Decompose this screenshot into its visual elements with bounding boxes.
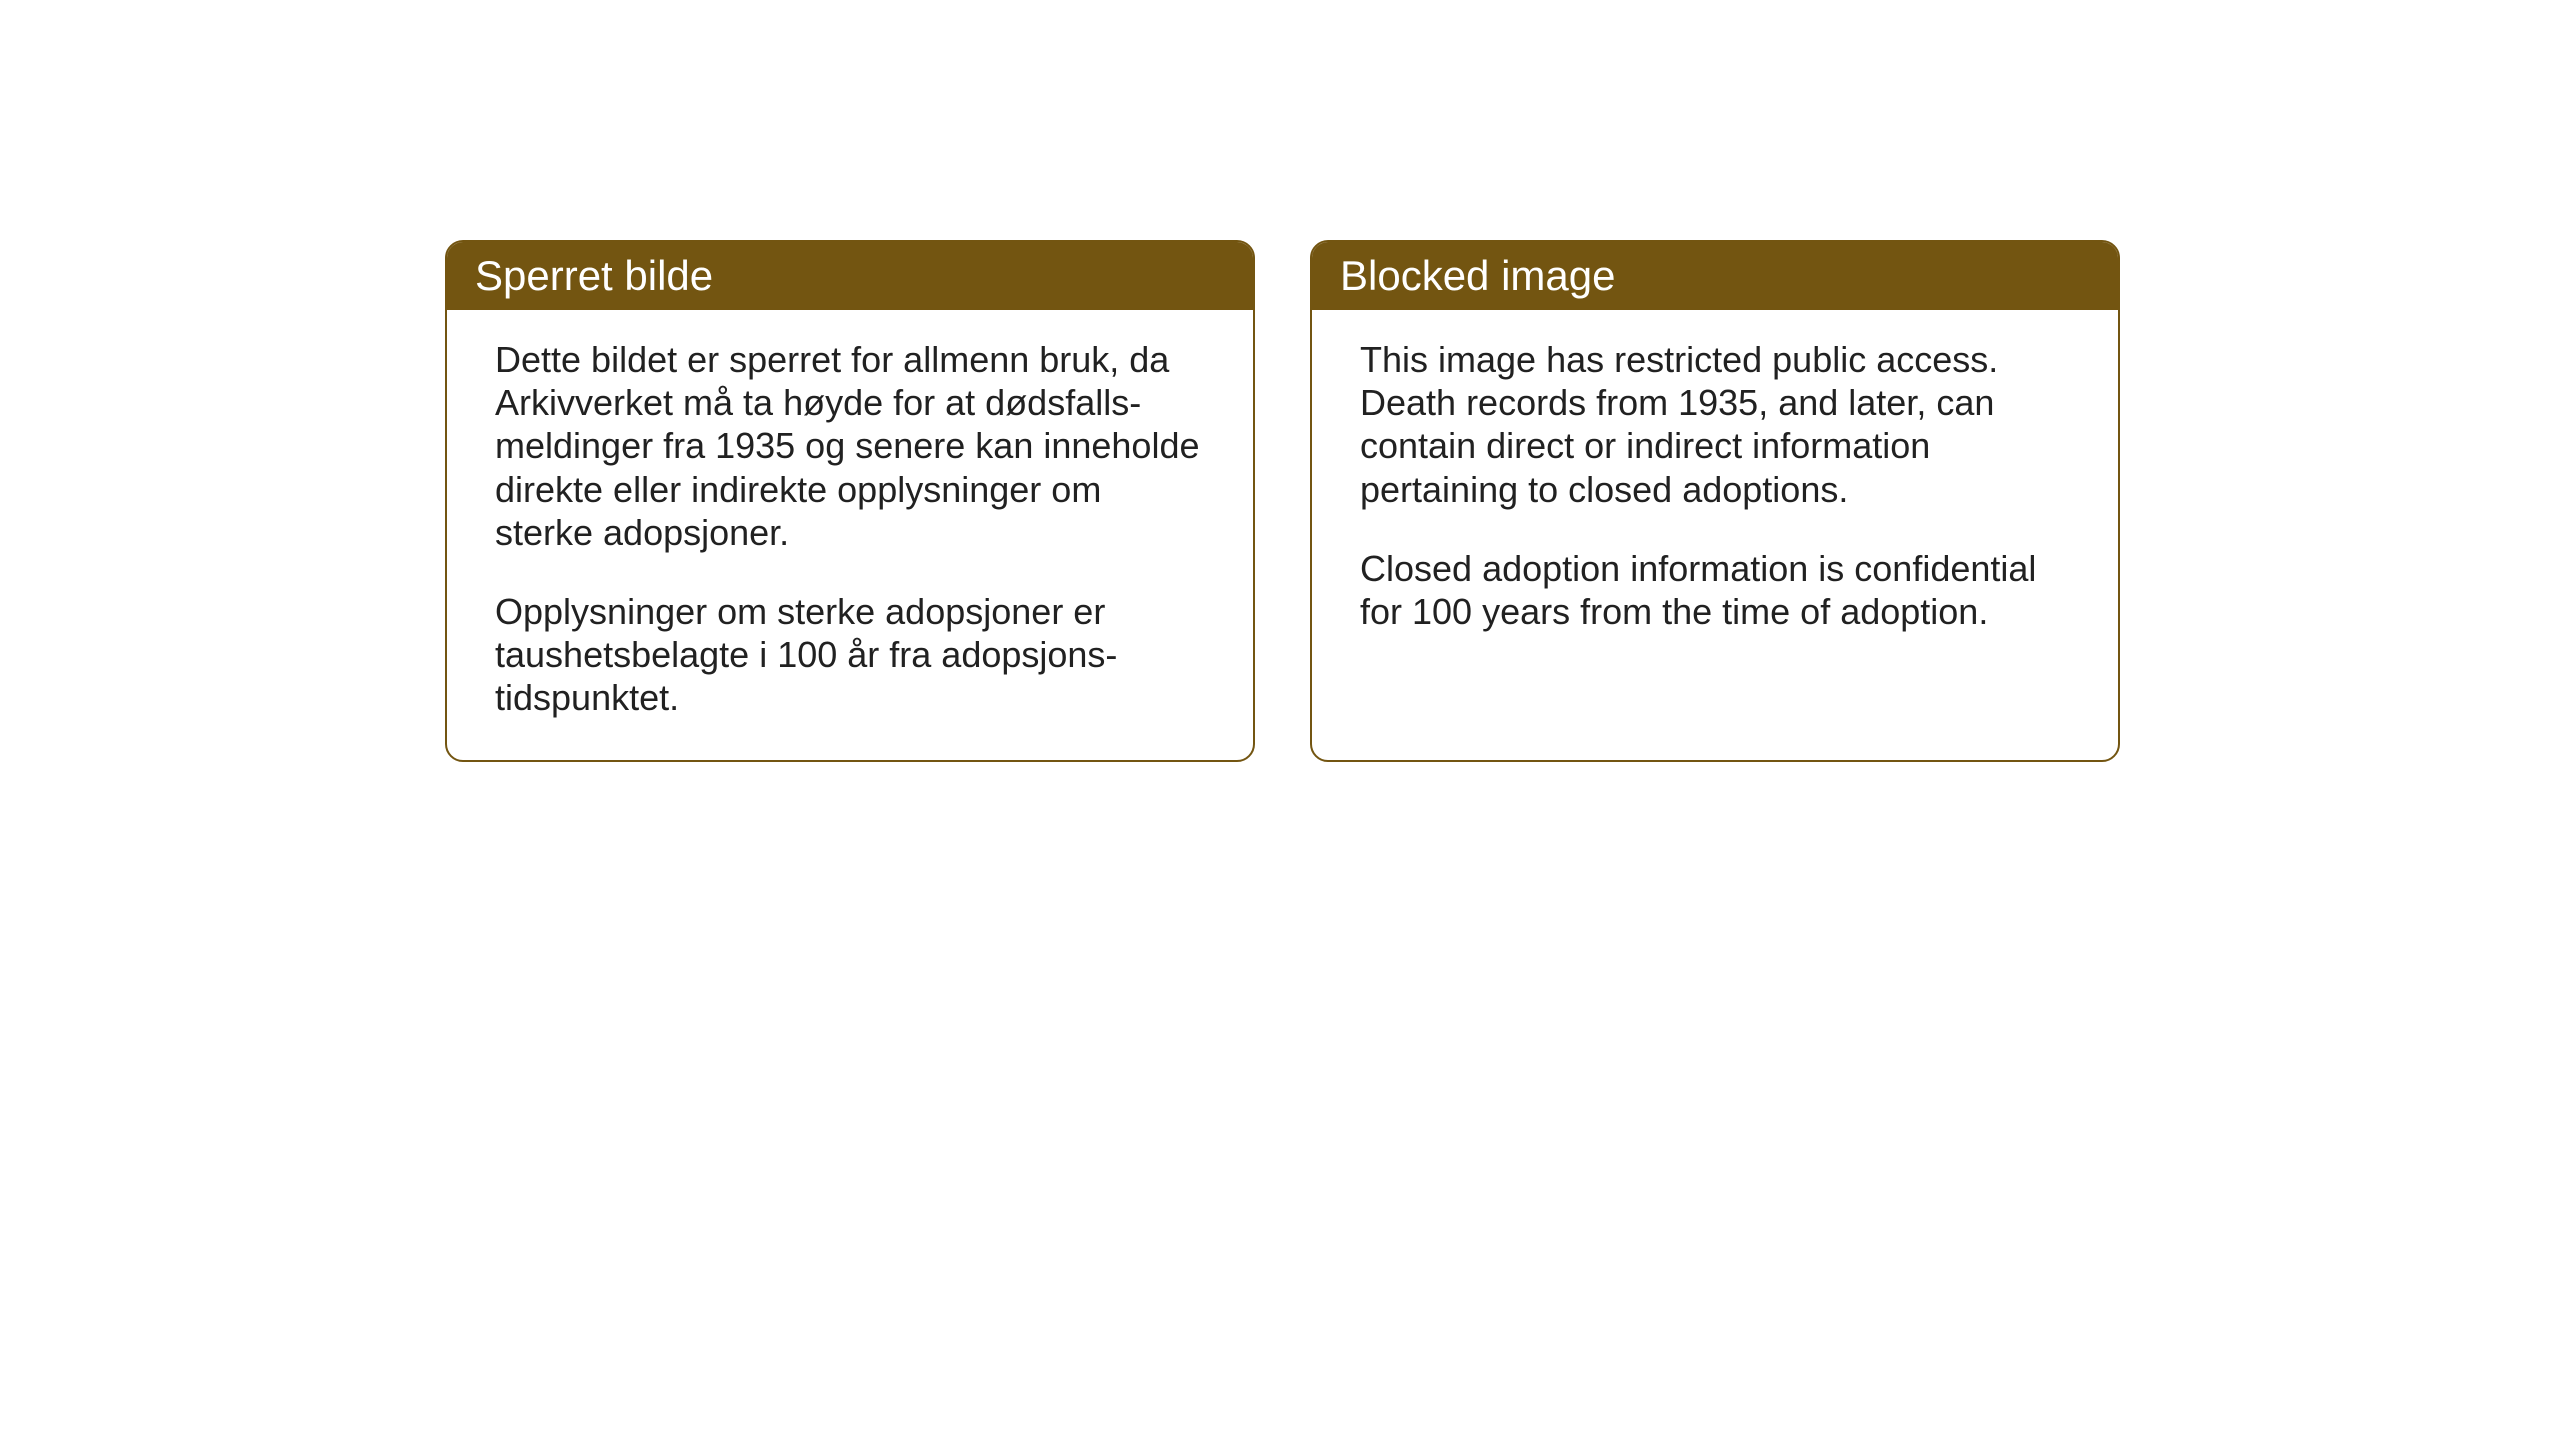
norwegian-paragraph-1: Dette bildet er sperret for allmenn bruk… bbox=[495, 338, 1205, 554]
english-card-title: Blocked image bbox=[1312, 242, 2118, 310]
norwegian-card-title: Sperret bilde bbox=[447, 242, 1253, 310]
english-paragraph-2: Closed adoption information is confident… bbox=[1360, 547, 2070, 633]
english-card-body: This image has restricted public access.… bbox=[1312, 310, 2118, 673]
norwegian-info-card: Sperret bilde Dette bildet er sperret fo… bbox=[445, 240, 1255, 762]
english-info-card: Blocked image This image has restricted … bbox=[1310, 240, 2120, 762]
norwegian-card-body: Dette bildet er sperret for allmenn bruk… bbox=[447, 310, 1253, 760]
info-cards-container: Sperret bilde Dette bildet er sperret fo… bbox=[445, 240, 2120, 762]
english-paragraph-1: This image has restricted public access.… bbox=[1360, 338, 2070, 511]
norwegian-paragraph-2: Opplysninger om sterke adopsjoner er tau… bbox=[495, 590, 1205, 720]
